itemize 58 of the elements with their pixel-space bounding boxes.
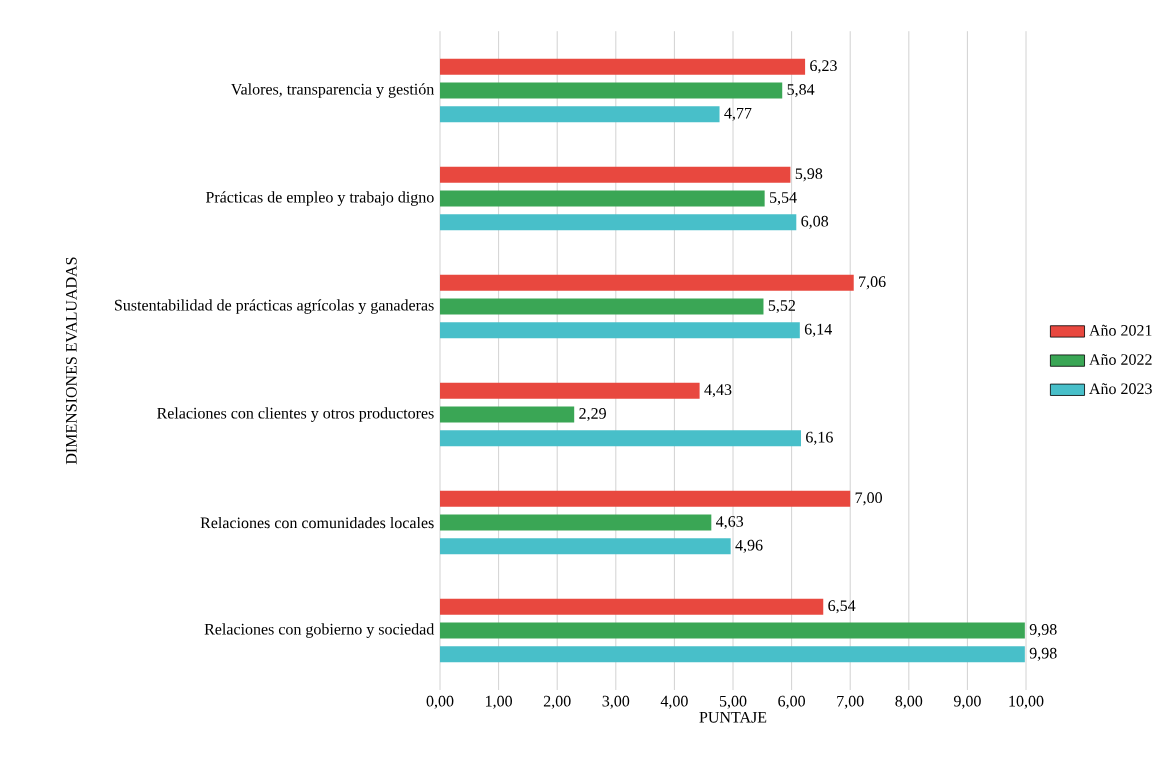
legend-label: Año 2022 bbox=[1089, 354, 1152, 365]
bar bbox=[440, 622, 1025, 639]
x-tick-label: 2,00 bbox=[543, 695, 571, 709]
bar bbox=[440, 274, 854, 291]
data-label: 6,08 bbox=[801, 215, 829, 229]
bar bbox=[440, 214, 797, 231]
data-label: 4,77 bbox=[724, 107, 752, 121]
y-tick-label: Relaciones con clientes y otros productores bbox=[157, 407, 434, 422]
bar bbox=[440, 490, 851, 507]
bar bbox=[440, 82, 783, 99]
bar bbox=[440, 538, 731, 555]
x-tick-label: 0,00 bbox=[426, 695, 454, 709]
data-label: 9,98 bbox=[1029, 647, 1057, 661]
legend-label: Año 2021 bbox=[1089, 324, 1152, 336]
legend-label: Año 2023 bbox=[1089, 383, 1152, 395]
x-tick-label: 3,00 bbox=[602, 695, 630, 709]
bar bbox=[440, 514, 712, 531]
data-label: 5,84 bbox=[787, 84, 815, 98]
bar bbox=[440, 406, 575, 423]
bar bbox=[440, 166, 791, 183]
y-tick-label: Prácticas de empleo y trabajo digno bbox=[205, 191, 434, 206]
y-tick-label: Relaciones con gobierno y sociedad bbox=[204, 623, 435, 638]
x-tick-label: 1,00 bbox=[486, 695, 513, 709]
x-tick-label: 7,00 bbox=[837, 695, 864, 709]
data-label: 6,23 bbox=[810, 60, 837, 74]
x-tick-label: 10,00 bbox=[1009, 695, 1044, 709]
data-label: 4,96 bbox=[735, 539, 763, 553]
bar bbox=[440, 646, 1025, 663]
y-tick-label: Sustentabilidad de prácticas agrícolas y ganaderas bbox=[115, 299, 434, 314]
x-axis-title: PUNTAJE bbox=[699, 711, 767, 723]
data-label: 6,14 bbox=[804, 323, 832, 337]
data-label: 9,98 bbox=[1029, 624, 1057, 638]
data-label: 7,00 bbox=[855, 492, 883, 506]
data-label: 5,52 bbox=[768, 300, 795, 314]
data-label: 5,54 bbox=[770, 192, 797, 206]
bar bbox=[440, 190, 765, 207]
bar bbox=[440, 322, 800, 339]
bar bbox=[440, 382, 700, 399]
x-tick-label: 9,00 bbox=[953, 695, 981, 709]
data-label: 4,63 bbox=[716, 516, 744, 530]
y-tick-label: Relaciones con comunidades locales bbox=[200, 516, 434, 529]
y-tick-label: Valores, transparencia y gestión bbox=[230, 83, 435, 98]
x-tick-label: 6,00 bbox=[778, 695, 806, 709]
bar bbox=[440, 106, 720, 123]
y-axis-title: DIMENSIONES EVALUADAS bbox=[65, 257, 77, 465]
bar bbox=[440, 430, 801, 447]
bar bbox=[440, 298, 764, 315]
data-label: 7,06 bbox=[859, 276, 886, 290]
bar bbox=[440, 58, 806, 75]
x-tick-label: 8,00 bbox=[895, 695, 923, 709]
data-label: 5,98 bbox=[795, 168, 823, 182]
data-label: 6,16 bbox=[806, 431, 833, 445]
x-tick-label: 4,00 bbox=[660, 695, 688, 709]
x-tick-label: 5,00 bbox=[719, 695, 747, 709]
data-label: 6,54 bbox=[828, 600, 856, 614]
bar bbox=[440, 598, 824, 615]
data-label: 4,43 bbox=[704, 384, 732, 398]
data-label: 2,29 bbox=[579, 408, 606, 422]
